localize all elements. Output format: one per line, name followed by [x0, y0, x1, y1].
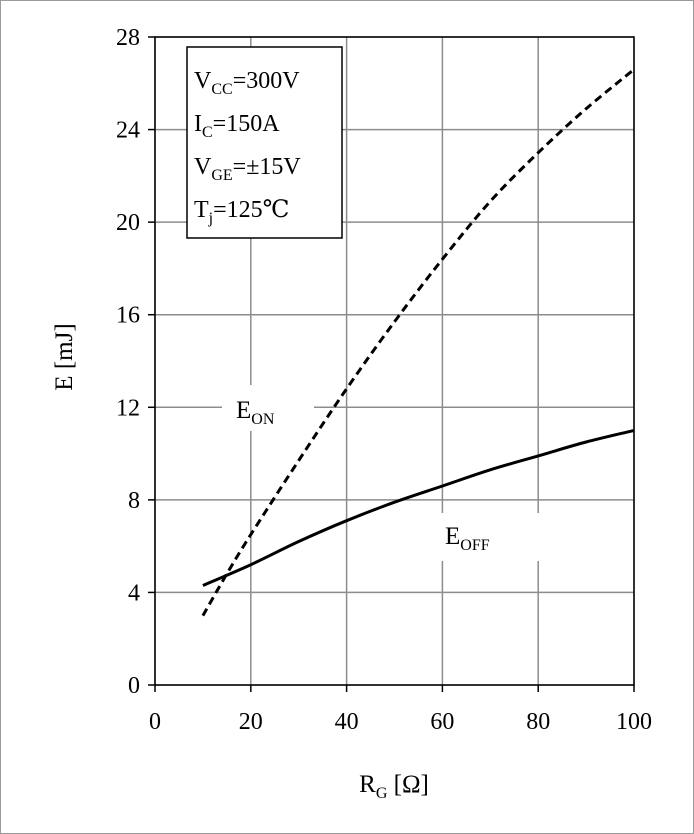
y-axis-title: E [mJ] [51, 323, 78, 390]
y-tick-label-4: 16 [116, 303, 140, 329]
y-tick-label-3: 12 [116, 395, 140, 421]
plot-area-border [154, 36, 635, 686]
x-tick-label-1: 20 [239, 709, 263, 735]
condition-tj: Tj=125℃ [194, 197, 290, 227]
condition-ic: IC=150A [194, 111, 280, 141]
x-axis-title: RG [Ω] [359, 771, 429, 802]
series-label-eoff: EOFF [445, 523, 490, 554]
y-tick-label-1: 4 [128, 580, 140, 606]
x-axis-ticks: 0 20 40 60 80 100 [149, 685, 652, 735]
x-tick-label-4: 80 [526, 709, 550, 735]
series-lines [201, 68, 635, 617]
condition-vcc: VCC=300V [194, 68, 300, 98]
x-tick-label-0: 0 [149, 709, 161, 735]
conditions-box [186, 46, 343, 239]
series-line-e-on [201, 68, 635, 617]
y-axis-ticks: 0 4 8 12 16 20 24 28 [116, 25, 155, 699]
series-label-eon: EON [236, 397, 275, 428]
x-tick-label-5: 100 [616, 709, 652, 735]
y-tick-label-5: 20 [116, 210, 140, 236]
series-line-e-off [202, 428, 635, 587]
condition-vge: VGE=±15V [194, 154, 301, 184]
y-tick-label-6: 24 [116, 118, 140, 144]
x-tick-label-2: 40 [335, 709, 359, 735]
eoff-label-bg [436, 513, 540, 561]
y-tick-label-7: 28 [116, 25, 140, 51]
y-tick-label-2: 8 [128, 488, 140, 514]
eon-label-bg [222, 385, 314, 431]
x-tick-label-3: 60 [430, 709, 454, 735]
y-tick-label-0: 0 [128, 673, 140, 699]
